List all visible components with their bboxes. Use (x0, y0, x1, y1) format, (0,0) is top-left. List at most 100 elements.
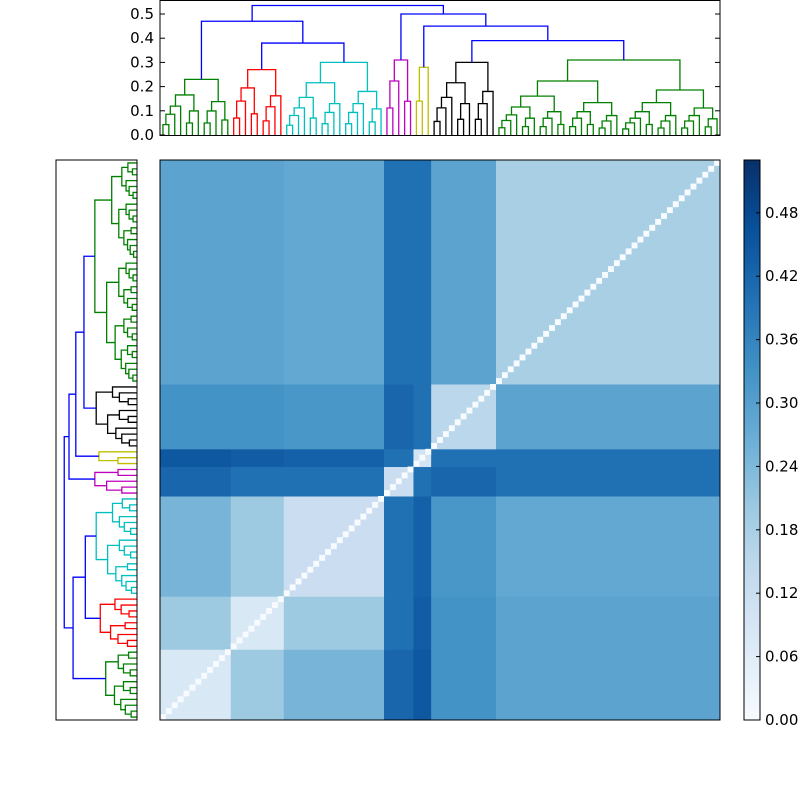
heatmap-diagonal-cell (507, 366, 514, 373)
dendrogram-link (130, 315, 137, 323)
dendrogram-link (557, 123, 565, 135)
heatmap-block (160, 160, 232, 385)
dendrogram-link (235, 100, 247, 135)
colorbar-ticks: 0.00 0.06 0.12 0.18 0.24 0.30 0.36 0.42 0.48 (756, 204, 798, 729)
heatmap-block (230, 160, 285, 385)
dendrogram-link (127, 651, 137, 659)
heatmap-diagonal-cell (384, 490, 390, 496)
dendrogram-link (546, 111, 562, 125)
heatmap-diagonal-cell (289, 584, 296, 591)
heatmap-block (230, 466, 285, 497)
dendrogram-link (132, 274, 137, 282)
heatmap-block (160, 649, 232, 721)
dendrogram-link (129, 669, 137, 677)
dendrogram-link (368, 121, 376, 135)
heatmap-block (431, 596, 497, 650)
heatmap-diagonal-cell (325, 549, 331, 555)
dendrogram-link (130, 227, 137, 235)
heatmap-diagonal-cell (319, 554, 326, 561)
dendrogram-link (84, 535, 101, 619)
dendrogram-link (707, 118, 718, 135)
dendrogram-link (576, 111, 591, 125)
heatmap-diagonal-cell (714, 160, 720, 166)
heatmap-diagonal-cell (649, 224, 656, 231)
heatmap-diagonal-cell (655, 218, 662, 225)
dendrogram-link (657, 127, 665, 135)
heatmap-block (431, 496, 497, 597)
dendrogram-link (124, 704, 137, 715)
heatmap-diagonal-cell (389, 484, 396, 491)
heatmap-diagonal-cell (254, 619, 261, 626)
heatmap-diagonal-cell (342, 531, 349, 538)
colorbar-tick-label: 0.48 (765, 204, 798, 222)
dendrogram-link (505, 114, 518, 135)
dendrogram-link (681, 127, 689, 135)
dendrogram-link (128, 268, 137, 279)
dendrogram-link (105, 480, 137, 491)
dendrogram-link (105, 661, 119, 696)
dendrogram-link (128, 439, 137, 447)
heatmap-diagonal-cell (519, 354, 526, 361)
heatmap-diagonal-cell (572, 301, 579, 308)
dendrogram-link (510, 106, 531, 119)
dendrogram-link (586, 123, 594, 135)
dendrogram-link (305, 82, 336, 104)
heatmap-diagonal-cell (401, 472, 408, 479)
colorbar-tick-label: 0.06 (765, 648, 798, 666)
heatmap-diagonal-cell (643, 230, 650, 237)
dendrogram-link (129, 504, 137, 512)
dendrogram-link (121, 574, 137, 587)
colorbar-tick-label: 0.30 (765, 394, 798, 412)
dendrogram-link (120, 698, 137, 711)
dendrogram-link (120, 604, 137, 615)
heatmap-diagonal-cell (277, 596, 284, 603)
dendrogram-link (118, 208, 127, 239)
heatmap-block (496, 384, 721, 450)
dendrogram-link (445, 82, 466, 104)
dendrogram-link (459, 102, 471, 135)
dendrogram-link (125, 179, 137, 192)
heatmap-diagonal-cell (672, 201, 679, 208)
dendrogram-link (118, 515, 137, 528)
heatmap-diagonal-cell (708, 165, 715, 172)
heatmap-block (413, 384, 432, 450)
dendrogram-link (75, 331, 99, 457)
dendrogram-link (641, 101, 672, 116)
dendrogram-link (262, 120, 270, 135)
dendrogram-link (95, 391, 113, 425)
dendrogram-link (115, 427, 137, 440)
dendrogram-link (111, 175, 122, 225)
dendrogram-link (261, 42, 345, 70)
heatmap-diagonal-cell (661, 213, 667, 219)
dendrogram-link (345, 123, 353, 135)
dendrogram-link (114, 598, 137, 611)
colorbar-tick-label: 0.00 (765, 711, 798, 729)
dendrogram-link (123, 230, 132, 246)
heatmap-block (496, 496, 721, 597)
dendrogram-link (206, 110, 217, 135)
dendrogram-link (321, 123, 329, 135)
y-tick-label: 0.5 (130, 5, 154, 23)
heatmap-diagonal-cell (272, 602, 278, 608)
dendrogram-link (598, 127, 606, 135)
heatmap-block (230, 649, 285, 721)
dendrogram-link (127, 415, 137, 423)
dendrogram-link (132, 191, 137, 199)
dendrogram-link (111, 386, 137, 398)
heatmap-diagonal-cell (437, 437, 443, 443)
heatmap-block (160, 496, 232, 597)
dendrogram-link (123, 289, 132, 304)
heatmap-block (283, 160, 385, 385)
dendrogram-link (221, 119, 229, 135)
heatmap-diagonal-cell (171, 702, 178, 709)
heatmap-diagonal-cell (678, 195, 685, 202)
heatmap-diagonal-cell (602, 272, 608, 278)
heatmap-block (283, 448, 385, 468)
heatmap-diagonal-cell (260, 613, 267, 620)
dendrogram-link (126, 639, 137, 647)
heatmap-diagonal-cell (236, 637, 243, 644)
dendrogram-link (645, 123, 653, 135)
dendrogram-link (109, 625, 126, 640)
dendrogram-link (566, 59, 681, 90)
dendrogram-link (247, 69, 277, 96)
